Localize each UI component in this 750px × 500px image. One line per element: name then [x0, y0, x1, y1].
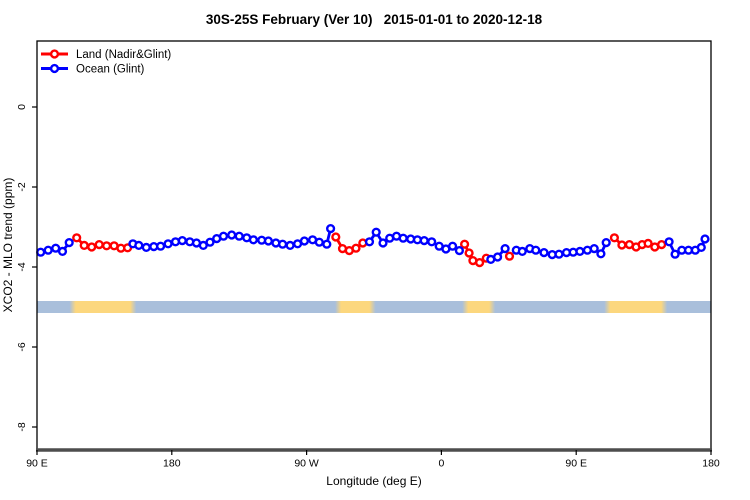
ocean-data-point — [36, 247, 46, 257]
ocean-data-point — [234, 231, 244, 241]
ocean-data-point — [601, 238, 611, 248]
legend-ocean-label: Ocean (Glint) — [76, 64, 145, 76]
plot-frame — [36, 40, 712, 452]
y-tick-label: -4 — [16, 262, 28, 271]
legend: Land (Nadir&Glint) Ocean (Glint) — [41, 49, 171, 76]
x-tick-label: 90 E — [565, 458, 587, 470]
land-data-point — [331, 232, 341, 242]
ocean-data-point — [554, 249, 564, 259]
land-data-point — [617, 240, 627, 250]
x-tick-label: 180 — [702, 458, 720, 470]
ocean-data-point — [575, 246, 585, 257]
ocean-data-point — [500, 244, 510, 254]
ocean-data-point — [57, 246, 68, 257]
ocean-data-point — [427, 237, 437, 247]
ocean-data-point — [378, 238, 388, 248]
y-tick-label: -2 — [16, 182, 28, 191]
land-ocean-strip — [37, 301, 711, 313]
ocean-data-point — [589, 244, 599, 254]
ocean-data-point — [531, 245, 541, 255]
series-markers — [36, 224, 710, 268]
y-axis-label: XCO2 - MLO trend (ppm) — [1, 178, 15, 313]
ocean-data-point — [539, 248, 549, 258]
ocean-data-point — [51, 243, 61, 253]
y-axis: 0 -2 -4 -6 -8 — [16, 104, 37, 432]
ocean-data-point — [419, 236, 429, 246]
land-data-point — [504, 251, 515, 261]
land-data-point — [101, 241, 112, 251]
ocean-data-point — [326, 224, 336, 234]
ocean-data-point — [163, 239, 173, 249]
ocean-data-point — [454, 246, 465, 256]
x-axis-label: Longitude (deg E) — [326, 474, 421, 488]
ocean-data-point — [299, 236, 310, 246]
land-data-point — [79, 240, 89, 251]
land-data-point — [94, 240, 104, 250]
land-data-point — [643, 238, 653, 249]
ocean-data-point — [664, 237, 674, 247]
ocean-data-point — [364, 237, 375, 247]
y-tick-label: 0 — [16, 104, 28, 110]
ocean-data-point — [278, 239, 288, 249]
land-data-point — [460, 239, 470, 249]
x-axis: 90 E 180 90 W 0 90 E 180 — [26, 450, 720, 470]
ocean-data-point — [700, 234, 710, 244]
ocean-data-point — [134, 240, 144, 251]
x-tick-label: 180 — [163, 458, 181, 470]
land-data-point — [656, 240, 667, 250]
ocean-data-point — [670, 249, 680, 259]
legend-land-marker-icon — [49, 49, 60, 59]
ocean-data-point — [218, 231, 229, 241]
ocean-data-point — [177, 236, 187, 246]
ocean-data-point — [285, 240, 295, 251]
chart-title: 30S-25S February (Ver 10) 2015-01-01 to … — [206, 12, 543, 27]
ocean-data-point — [263, 236, 274, 246]
ocean-data-point — [448, 241, 458, 251]
land-data-point — [475, 258, 485, 268]
ocean-data-point — [64, 238, 74, 248]
ocean-data-point — [596, 249, 606, 259]
land-ocean-band — [37, 301, 711, 313]
ocean-data-point — [156, 241, 166, 251]
ocean-data-point — [205, 237, 215, 247]
y-tick-label: -8 — [16, 422, 28, 431]
land-data-point — [464, 248, 474, 258]
legend-ocean-marker-icon — [49, 63, 60, 74]
ocean-data-point — [493, 252, 503, 262]
ocean-data-point — [227, 230, 237, 240]
ocean-data-point — [371, 227, 381, 237]
ocean-data-point — [322, 239, 332, 249]
land-data-point — [351, 243, 361, 253]
ocean-data-point — [398, 233, 408, 243]
ocean-data-point — [517, 246, 527, 257]
land-data-point — [72, 233, 82, 243]
ocean-data-point — [696, 242, 706, 253]
ocean-data-point — [248, 235, 259, 245]
ocean-data-point — [314, 237, 324, 247]
ocean-data-point — [43, 245, 53, 255]
land-data-point — [609, 233, 620, 243]
legend-land-label: Land (Nadir&Glint) — [76, 49, 171, 61]
y-tick-label: -6 — [16, 342, 28, 351]
ocean-data-point — [141, 242, 151, 253]
land-data-point — [87, 242, 97, 252]
x-tick-label: 90 E — [26, 458, 48, 470]
x-tick-label: 90 W — [294, 458, 319, 470]
x-tick-label: 0 — [438, 458, 444, 470]
